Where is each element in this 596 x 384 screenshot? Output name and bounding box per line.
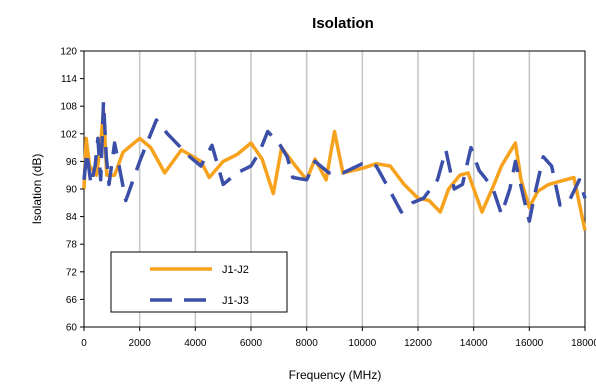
legend-box	[110, 251, 288, 313]
grid-lines	[138, 51, 531, 327]
x-tick-label: 2000	[129, 338, 152, 349]
x-tick-label: 4000	[184, 338, 207, 349]
x-tick-label: 12000	[404, 338, 432, 349]
x-tick-label: 16000	[515, 338, 543, 349]
legend: J1-J2 J1-J3	[110, 251, 288, 313]
x-tick-label: 8000	[296, 338, 319, 349]
x-tick-label: 0	[81, 338, 87, 349]
y-tick-label: 60	[66, 323, 78, 334]
y-tick-label: 120	[60, 47, 77, 58]
y-tick-label: 72	[66, 267, 78, 278]
series-line-j1-j3	[82, 99, 587, 223]
y-tick-label: 90	[66, 185, 78, 196]
y-tick-label: 78	[66, 240, 78, 251]
x-tick-label: 10000	[348, 338, 376, 349]
y-tick-label: 96	[66, 157, 78, 168]
legend-label: J1-J2	[222, 264, 249, 276]
series-line-j1-j2	[82, 109, 587, 231]
y-tick-label: 108	[60, 102, 77, 113]
y-axis-ticks: 60 66 72 78 84 90 96 102 108 114 120	[60, 47, 84, 334]
y-tick-label: 102	[60, 129, 77, 140]
x-tick-label: 14000	[460, 338, 488, 349]
x-axis-ticks: 0 2000 4000 6000 8000 10000 12000 14000 16000 180…	[81, 327, 596, 349]
chart-title: Isolation	[312, 15, 374, 32]
legend-label: J1-J3	[222, 295, 249, 307]
y-axis-label: Isolation (dB)	[30, 154, 44, 225]
y-tick-label: 114	[61, 74, 77, 85]
x-tick-label: 18000	[571, 338, 596, 349]
y-tick-label: 66	[66, 295, 78, 306]
x-tick-label: 6000	[240, 338, 263, 349]
y-tick-label: 84	[66, 212, 78, 223]
series-group	[82, 99, 587, 231]
x-axis-label: Frequency (MHz)	[289, 368, 382, 382]
